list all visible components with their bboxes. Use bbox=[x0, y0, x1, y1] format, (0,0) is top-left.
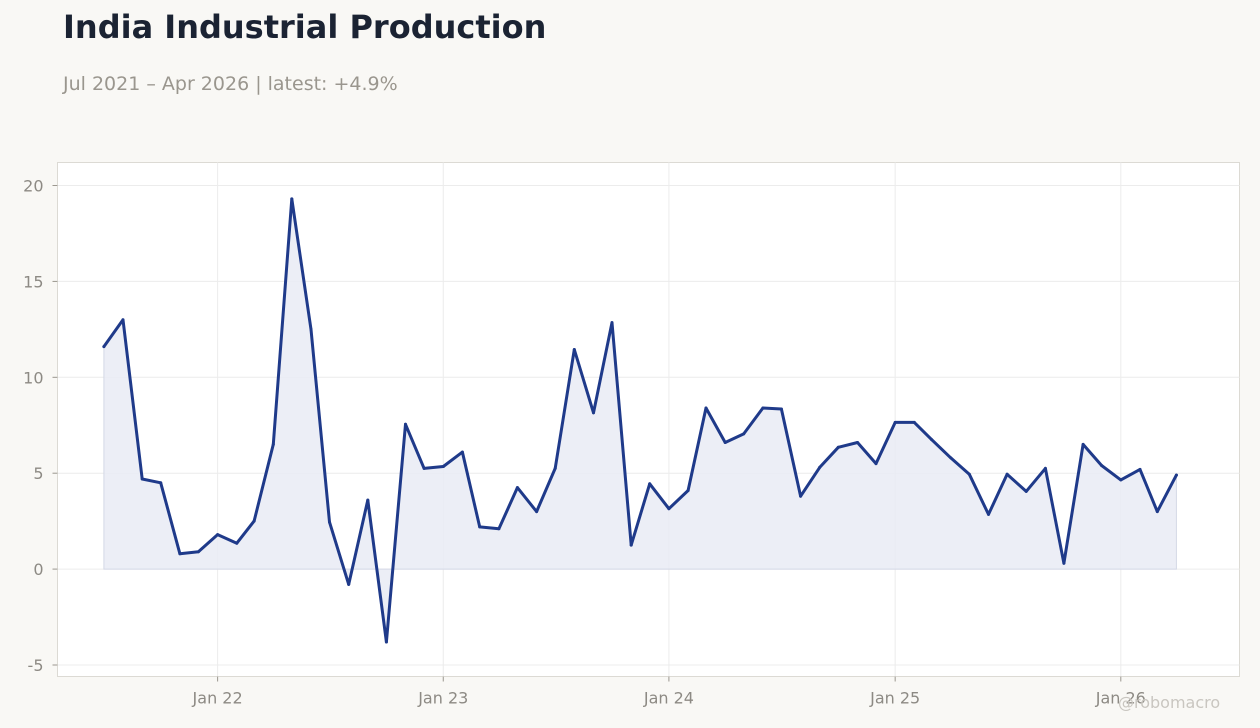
data-point bbox=[761, 406, 765, 410]
data-point bbox=[1155, 510, 1159, 514]
data-point bbox=[874, 462, 878, 466]
data-point bbox=[818, 465, 822, 469]
data-point bbox=[535, 510, 539, 514]
data-point bbox=[592, 411, 595, 415]
data-point bbox=[967, 472, 971, 476]
data-point bbox=[930, 438, 934, 442]
data-point bbox=[216, 533, 220, 537]
data-point bbox=[667, 507, 671, 511]
x-tick-label: Jan 25 bbox=[869, 689, 920, 708]
grid-layer bbox=[57, 162, 1240, 677]
data-point bbox=[328, 520, 331, 524]
data-point bbox=[553, 466, 557, 470]
x-tick-label: Jan 26 bbox=[1095, 689, 1146, 708]
data-point bbox=[836, 445, 840, 449]
data-point bbox=[121, 318, 125, 322]
data-point bbox=[478, 525, 482, 529]
y-axis-ticks: -5 0 5 10 15 20 bbox=[23, 177, 58, 675]
data-point bbox=[1043, 466, 1047, 470]
data-point bbox=[140, 477, 144, 481]
data-point bbox=[648, 482, 652, 486]
data-point bbox=[799, 494, 803, 498]
data-point bbox=[290, 197, 294, 201]
y-tick-label: 10 bbox=[23, 368, 43, 387]
data-point bbox=[497, 527, 501, 531]
data-point bbox=[949, 456, 953, 460]
data-point bbox=[515, 486, 519, 490]
data-point bbox=[912, 420, 916, 424]
data-point bbox=[271, 442, 275, 446]
y-tick-label: 20 bbox=[23, 177, 43, 196]
data-point bbox=[893, 420, 897, 424]
data-point bbox=[987, 512, 990, 516]
watermark: @robomacro bbox=[1118, 693, 1221, 712]
data-point bbox=[610, 321, 614, 325]
x-tick-label: Jan 23 bbox=[417, 689, 468, 708]
data-point bbox=[309, 327, 313, 331]
data-point bbox=[460, 450, 464, 454]
data-points bbox=[102, 197, 1178, 644]
data-point bbox=[742, 432, 746, 436]
data-point bbox=[102, 345, 106, 349]
chart-subtitle: Jul 2021 – Apr 2026 | latest: +4.9% bbox=[63, 73, 398, 95]
y-tick-label: 15 bbox=[23, 272, 43, 291]
y-tick-label: -5 bbox=[28, 656, 44, 675]
y-tick-label: 0 bbox=[33, 560, 43, 579]
chart-title: India Industrial Production bbox=[63, 8, 547, 46]
data-point bbox=[1138, 467, 1142, 471]
data-point bbox=[366, 498, 370, 502]
data-point bbox=[704, 406, 708, 410]
data-point bbox=[1024, 489, 1028, 493]
x-tick-label: Jan 24 bbox=[643, 689, 694, 708]
data-point bbox=[441, 465, 445, 468]
data-point bbox=[1081, 442, 1085, 446]
data-point bbox=[196, 550, 200, 554]
series-line bbox=[102, 197, 1178, 644]
x-tick-label: Jan 22 bbox=[192, 689, 243, 708]
data-point bbox=[1062, 561, 1066, 565]
data-point bbox=[384, 640, 388, 644]
data-point bbox=[856, 441, 859, 444]
data-point bbox=[404, 422, 407, 426]
x-axis-ticks: Jan 22 Jan 23 Jan 24 Jan 25 Jan 26 bbox=[192, 676, 1146, 708]
data-point bbox=[629, 543, 633, 547]
data-point bbox=[1100, 464, 1104, 467]
data-point bbox=[235, 541, 239, 545]
data-point bbox=[178, 552, 182, 556]
data-point bbox=[252, 519, 256, 523]
data-point bbox=[422, 466, 426, 470]
data-point bbox=[1119, 478, 1123, 482]
data-point bbox=[723, 441, 727, 444]
data-point bbox=[347, 582, 351, 586]
data-point bbox=[779, 407, 783, 411]
data-point bbox=[159, 481, 163, 485]
data-point bbox=[572, 348, 576, 351]
data-point bbox=[686, 489, 690, 492]
y-tick-label: 5 bbox=[33, 464, 43, 483]
plot-area bbox=[57, 162, 1240, 677]
data-point bbox=[1174, 473, 1178, 477]
data-point bbox=[1005, 472, 1009, 476]
